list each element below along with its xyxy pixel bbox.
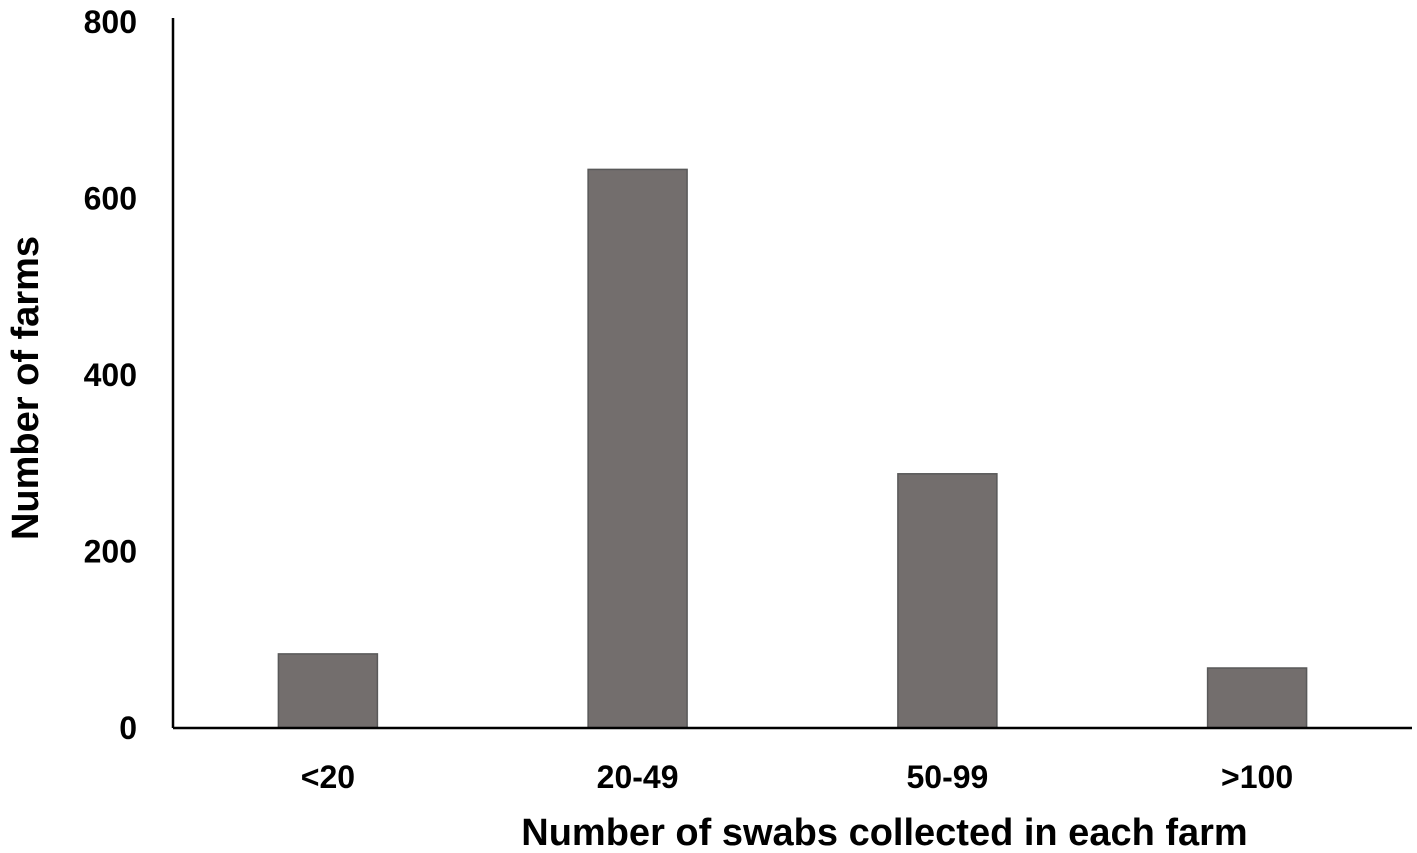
x-tick-label-1: 20-49	[597, 759, 679, 795]
y-tick-label-1: 200	[84, 534, 137, 570]
bar-0	[277, 653, 379, 729]
x-tick-label-2: 50-99	[906, 759, 988, 795]
bar-1	[587, 168, 688, 729]
x-tick-label-0: <20	[301, 759, 355, 795]
y-tick-label-3: 600	[84, 181, 137, 217]
x-axis-title: Number of swabs collected in each farm	[521, 812, 1247, 853]
x-tick-label-3: >100	[1221, 759, 1293, 795]
bars-layer	[277, 168, 1308, 729]
y-tick-label-2: 400	[84, 357, 137, 393]
y-tick-labels: 0 200 400 600 800	[84, 4, 137, 746]
y-tick-label-4: 800	[84, 4, 137, 40]
bar-3	[1206, 667, 1308, 729]
y-tick-label-0: 0	[119, 710, 137, 746]
bar-2	[897, 473, 998, 729]
axes-layer	[171, 18, 1412, 730]
x-tick-labels: <20 20-49 50-99 >100	[301, 759, 1293, 795]
y-axis-title: Number of farms	[5, 236, 47, 540]
